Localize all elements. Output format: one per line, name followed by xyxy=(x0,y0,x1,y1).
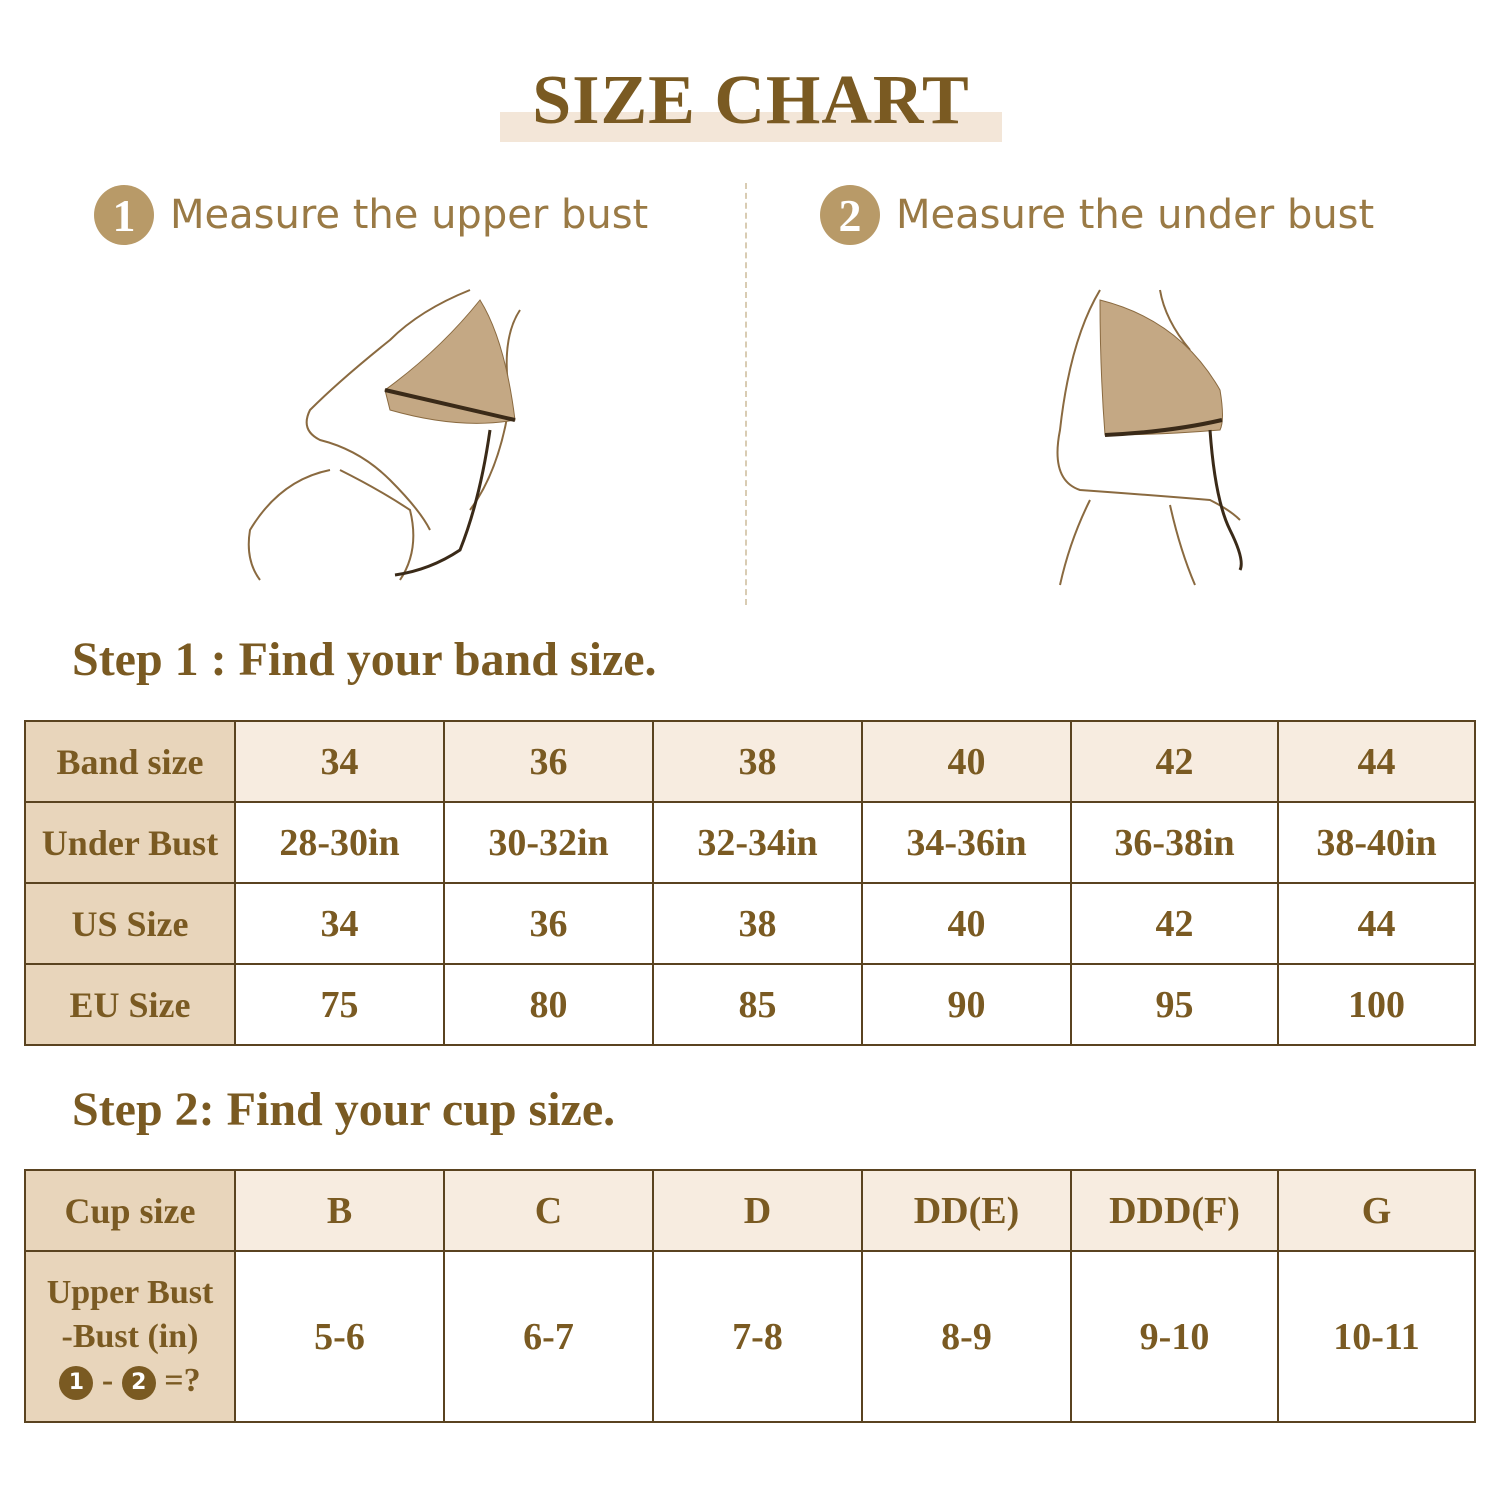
title-block: SIZE CHART xyxy=(500,60,1002,142)
cell: 5-6 xyxy=(234,1250,445,1423)
cell: 40 xyxy=(861,720,1072,803)
cell: 7-8 xyxy=(652,1250,863,1423)
cell: 34 xyxy=(234,720,445,803)
upper-minus-under-row: Upper Bust -Bust (in) 1 - 2 =? 5-6 6-7 7… xyxy=(24,1250,1476,1423)
step-number-1: 1 xyxy=(94,185,154,245)
divider xyxy=(745,183,747,605)
cup-size-header-row: Cup size B C D DD(E) DDD(F) G xyxy=(24,1169,1476,1252)
row-label: Band size xyxy=(24,720,236,803)
step1-heading: Step 1 : Find your band size. xyxy=(72,633,657,686)
cell: D xyxy=(652,1169,863,1252)
step-number-2: 2 xyxy=(820,185,880,245)
cell: 28-30in xyxy=(234,801,445,884)
cell: C xyxy=(443,1169,654,1252)
cell: 36 xyxy=(443,882,654,965)
row-label: Under Bust xyxy=(24,801,236,884)
upper-bust-illustration xyxy=(247,289,521,581)
cell: DD(E) xyxy=(861,1169,1072,1252)
circle-2: 2 xyxy=(121,1365,156,1400)
band-table-row: EU Size 75 80 85 90 95 100 xyxy=(24,963,1476,1046)
circle-1: 1 xyxy=(59,1365,94,1400)
cell: 38 xyxy=(652,720,863,803)
cell: 85 xyxy=(652,963,863,1046)
row-label: EU Size xyxy=(24,963,236,1046)
row-label: Upper Bust -Bust (in) 1 - 2 =? xyxy=(24,1250,236,1423)
measure-label: Measure the under bust xyxy=(896,192,1375,238)
equals: =? xyxy=(164,1361,201,1399)
under-bust-illustration xyxy=(1056,289,1243,586)
band-size-table: Band size 34 36 38 40 42 44 Under Bust 28-30in 30… xyxy=(24,720,1476,1046)
cell: 38-40in xyxy=(1277,801,1476,884)
cell: 38 xyxy=(652,882,863,965)
measure-under-bust: 2 Measure the under bust xyxy=(820,185,1374,245)
cell: 95 xyxy=(1070,963,1279,1046)
cell: 6-7 xyxy=(443,1250,654,1423)
cell: 42 xyxy=(1070,882,1279,965)
cell: 36 xyxy=(443,720,654,803)
cell: 8-9 xyxy=(861,1250,1072,1423)
formula: 1 - 2 =? xyxy=(26,1359,234,1403)
label-line: Upper Bust xyxy=(46,1273,214,1311)
cup-size-table: Cup size B C D DD(E) DDD(F) G Upper Bust… xyxy=(24,1169,1476,1423)
cell: 30-32in xyxy=(443,801,654,884)
cell: 36-38in xyxy=(1070,801,1279,884)
cell: 42 xyxy=(1070,720,1279,803)
cell: 40 xyxy=(861,882,1072,965)
label-line: -Bust (in) xyxy=(61,1317,199,1355)
cell: 44 xyxy=(1277,720,1476,803)
cell: 80 xyxy=(443,963,654,1046)
band-table-row: US Size 34 36 38 40 42 44 xyxy=(24,882,1476,965)
band-table-row: Under Bust 28-30in 30-32in 32-34in 34-36in 36… xyxy=(24,801,1476,884)
cell: 34 xyxy=(234,882,445,965)
title-underline xyxy=(500,112,1002,142)
minus: - xyxy=(101,1361,114,1399)
cell: 75 xyxy=(234,963,445,1046)
step2-heading: Step 2: Find your cup size. xyxy=(72,1083,616,1136)
cell: 32-34in xyxy=(652,801,863,884)
measure-label: Measure the upper bust xyxy=(170,192,649,238)
cell: G xyxy=(1277,1169,1476,1252)
row-label: Cup size xyxy=(24,1169,236,1252)
page-title: SIZE CHART xyxy=(532,62,970,139)
band-table-row: Band size 34 36 38 40 42 44 xyxy=(24,720,1476,803)
row-label: US Size xyxy=(24,882,236,965)
cell: 9-10 xyxy=(1070,1250,1279,1423)
cell: 44 xyxy=(1277,882,1476,965)
cell: 34-36in xyxy=(861,801,1072,884)
cell: 10-11 xyxy=(1277,1250,1476,1423)
cell: 90 xyxy=(861,963,1072,1046)
cell: 100 xyxy=(1277,963,1476,1046)
cell: B xyxy=(234,1169,445,1252)
cell: DDD(F) xyxy=(1070,1169,1279,1252)
measure-upper-bust: 1 Measure the upper bust xyxy=(94,185,648,245)
